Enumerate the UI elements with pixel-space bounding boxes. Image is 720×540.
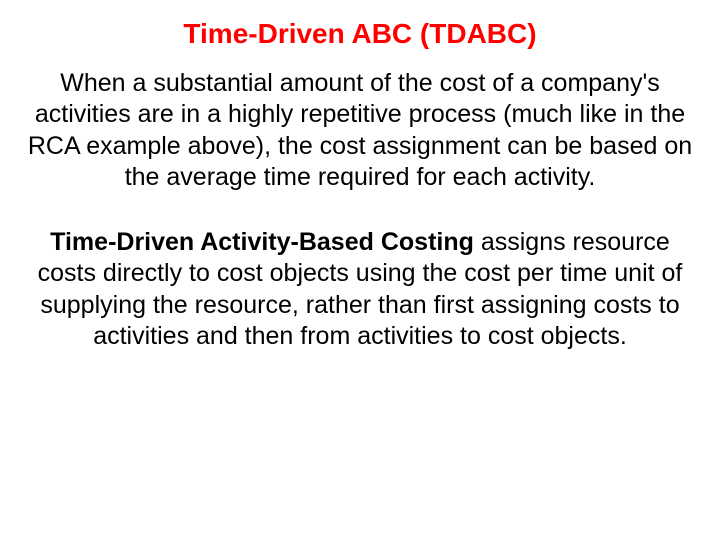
paragraph-spacer <box>20 193 700 227</box>
slide-title: Time-Driven ABC (TDABC) <box>20 18 700 50</box>
paragraph-2: Time-Driven Activity-Based Costing assig… <box>20 227 700 352</box>
slide-container: Time-Driven ABC (TDABC) When a substanti… <box>0 0 720 540</box>
defined-term: Time-Driven Activity-Based Costing <box>50 228 474 256</box>
paragraph-1: When a substantial amount of the cost of… <box>20 68 700 193</box>
